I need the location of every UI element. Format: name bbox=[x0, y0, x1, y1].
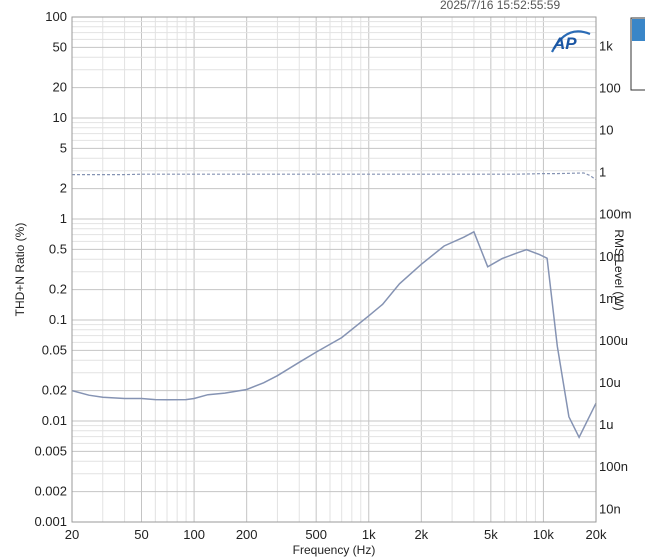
timestamp: 2025/7/16 15:52:55:59 bbox=[440, 0, 560, 12]
y2-tick-label: 10n bbox=[599, 501, 621, 516]
right-axis-ticks: 1k 100 10 1 100m 10m 1m 100u 10u 1u 100n 10n bbox=[599, 38, 632, 516]
x-tick-label: 20k bbox=[586, 527, 607, 542]
ap-logo: AP bbox=[551, 30, 591, 53]
y-tick-label: 0.005 bbox=[34, 443, 67, 458]
x-axis-title: Frequency (Hz) bbox=[293, 543, 376, 557]
y-tick-label: 1 bbox=[60, 211, 67, 226]
y2-tick-label: 10m bbox=[599, 249, 624, 264]
y-tick-label: 0.001 bbox=[34, 514, 67, 529]
y-tick-label: 0.002 bbox=[34, 484, 67, 499]
y-tick-label: 0.2 bbox=[49, 282, 67, 297]
x-tick-label: 20 bbox=[65, 527, 79, 542]
x-tick-label: 1k bbox=[362, 527, 376, 542]
plot-frame bbox=[71, 16, 597, 523]
thd-n-line bbox=[71, 230, 597, 439]
series-layer bbox=[71, 172, 597, 439]
y-tick-label: 0.02 bbox=[42, 383, 67, 398]
left-axis-ticks: 100 50 20 10 5 2 1 0.5 0.2 0.1 0.05 0.02 0.01 0.005 0.… bbox=[34, 9, 67, 529]
x-tick-label: 10k bbox=[533, 527, 554, 542]
y2-tick-label: 1k bbox=[599, 38, 613, 53]
ap-logo-text: AP bbox=[552, 34, 577, 53]
y2-tick-label: 10 bbox=[599, 123, 613, 138]
x-axis-ticks: 20 50 100 200 500 1k 2k 5k 10k 20k bbox=[65, 527, 607, 542]
y-tick-label: 20 bbox=[53, 80, 67, 95]
x-tick-label: 50 bbox=[134, 527, 148, 542]
y-axis-title: THD+N Ratio (%) bbox=[13, 223, 27, 317]
x-tick-label: 2k bbox=[414, 527, 428, 542]
y-tick-label: 0.01 bbox=[42, 413, 67, 428]
x-tick-label: 100 bbox=[183, 527, 205, 542]
y-tick-label: 0.5 bbox=[49, 241, 67, 256]
x-tick-label: 5k bbox=[484, 527, 498, 542]
x-tick-label: 500 bbox=[305, 527, 327, 542]
y-tick-label: 5 bbox=[60, 140, 67, 155]
y2-tick-label: 1 bbox=[599, 165, 606, 180]
legend-panel[interactable] bbox=[630, 17, 645, 91]
rms-level-line bbox=[72, 172, 597, 181]
y2-tick-label: 100m bbox=[599, 207, 632, 222]
x-tick-label: 200 bbox=[236, 527, 258, 542]
y2-tick-label: 100n bbox=[599, 459, 628, 474]
y-tick-label: 0.1 bbox=[49, 312, 67, 327]
y2-tick-label: 1m bbox=[599, 291, 617, 306]
y-tick-label: 50 bbox=[53, 39, 67, 54]
y-tick-label: 10 bbox=[53, 110, 67, 125]
y-tick-label: 0.05 bbox=[42, 342, 67, 357]
y-tick-label: 100 bbox=[45, 9, 67, 24]
y2-tick-label: 100 bbox=[599, 80, 621, 95]
grid bbox=[71, 17, 597, 523]
y2-tick-label: 10u bbox=[599, 375, 621, 390]
legend-color-swatch bbox=[632, 19, 645, 41]
y2-tick-label: 1u bbox=[599, 417, 613, 432]
y-tick-label: 2 bbox=[60, 181, 67, 196]
y2-tick-label: 100u bbox=[599, 333, 628, 348]
y2-axis-title: RMS Level (W) bbox=[612, 229, 626, 310]
